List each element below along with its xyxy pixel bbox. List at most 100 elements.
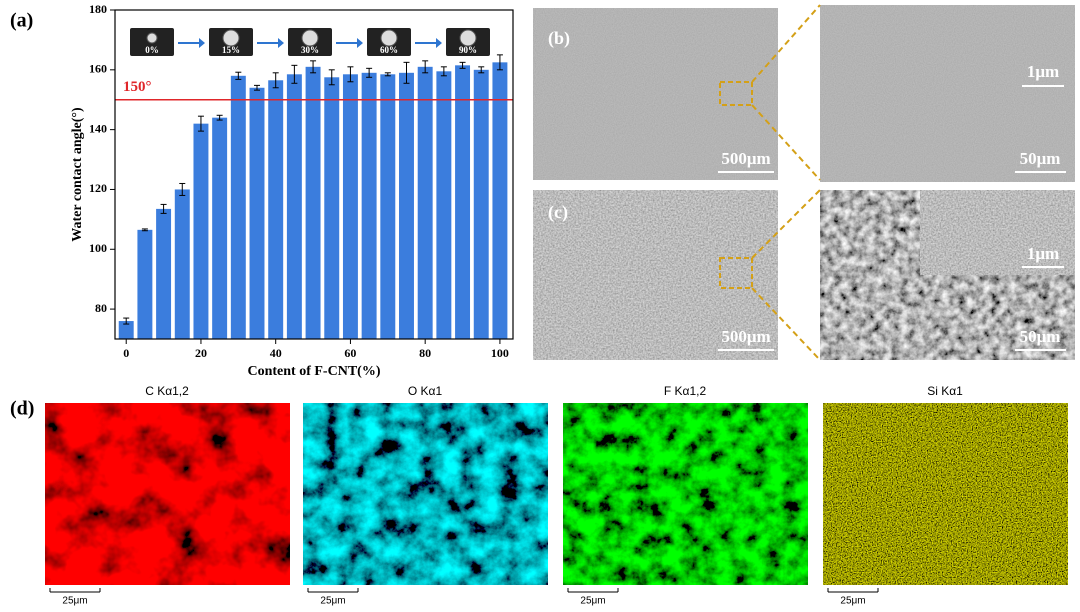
error-bar bbox=[310, 60, 317, 74]
droplet bbox=[380, 29, 398, 47]
y-tick-label: 80 bbox=[95, 301, 107, 315]
droplet-label: 15% bbox=[222, 45, 240, 55]
y-tick-label: 120 bbox=[89, 181, 107, 195]
scale-label: 1μm bbox=[1027, 244, 1059, 263]
droplet-label: 90% bbox=[459, 45, 477, 55]
bar bbox=[268, 80, 284, 339]
panel-label: (d) bbox=[10, 398, 34, 420]
bar bbox=[399, 72, 414, 340]
map-title: Si Kα1 bbox=[927, 384, 963, 398]
bar bbox=[342, 74, 358, 340]
error-bar bbox=[141, 228, 148, 232]
error-bar bbox=[272, 72, 279, 89]
error-bar bbox=[347, 66, 354, 83]
error-bar bbox=[216, 114, 223, 121]
scale-label: 25μm bbox=[580, 596, 605, 607]
error-bar bbox=[197, 115, 204, 132]
zoom-line bbox=[751, 189, 821, 259]
eds-map bbox=[823, 403, 1068, 585]
error-bar bbox=[422, 60, 429, 74]
error-bar bbox=[123, 317, 130, 325]
error-bar bbox=[459, 61, 466, 69]
droplet bbox=[146, 32, 158, 44]
arrow bbox=[336, 38, 363, 48]
droplet-label: 60% bbox=[380, 45, 398, 55]
error-bar bbox=[496, 54, 503, 71]
zoom-line bbox=[751, 287, 821, 361]
scale-label: 25μm bbox=[320, 596, 345, 607]
bar bbox=[436, 71, 452, 340]
error-bar bbox=[254, 84, 261, 91]
arrow bbox=[415, 38, 442, 48]
droplet-label: 30% bbox=[301, 45, 319, 55]
droplet bbox=[301, 29, 319, 47]
zoom-line bbox=[751, 4, 821, 83]
sem-image bbox=[533, 8, 778, 180]
y-tick-label: 180 bbox=[89, 2, 107, 16]
bar bbox=[193, 123, 209, 340]
bar bbox=[156, 208, 172, 339]
bar bbox=[118, 321, 134, 339]
error-bar bbox=[160, 203, 167, 214]
bar bbox=[361, 72, 377, 340]
scale-label: 1μm bbox=[1027, 62, 1059, 81]
scale-label: 50μm bbox=[1020, 327, 1061, 346]
map-title: C Kα1,2 bbox=[145, 384, 189, 398]
scale-label: 500μm bbox=[721, 327, 770, 346]
arrow bbox=[178, 38, 205, 48]
error-bar bbox=[179, 182, 186, 196]
eds-map bbox=[303, 403, 548, 585]
map-title: F Kα1,2 bbox=[664, 384, 707, 398]
bar bbox=[305, 66, 321, 339]
bar bbox=[212, 117, 228, 339]
error-bar bbox=[403, 61, 410, 84]
scale-label: 500μm bbox=[721, 149, 770, 168]
y-tick-label: 100 bbox=[89, 241, 107, 255]
panel-label: (a) bbox=[10, 10, 33, 32]
zoom-box bbox=[719, 81, 753, 106]
bar bbox=[174, 189, 190, 339]
sem-image bbox=[533, 190, 778, 360]
x-tick-label: 0 bbox=[123, 346, 129, 360]
error-bar bbox=[478, 66, 485, 74]
error-bar bbox=[328, 69, 335, 86]
panel-label: (c) bbox=[548, 202, 568, 223]
x-tick-label: 20 bbox=[195, 346, 207, 360]
bar bbox=[417, 66, 433, 339]
bar bbox=[473, 69, 489, 340]
bar bbox=[137, 229, 153, 339]
bar bbox=[492, 62, 508, 339]
error-bar bbox=[366, 67, 373, 78]
zoom-line bbox=[751, 104, 821, 181]
bar bbox=[230, 75, 246, 340]
sem-inset bbox=[919, 4, 1076, 98]
bar bbox=[455, 65, 471, 339]
error-bar bbox=[291, 64, 298, 84]
droplet bbox=[222, 29, 240, 47]
error-bar bbox=[384, 72, 391, 77]
panel-label: (b) bbox=[548, 28, 570, 49]
x-tick-label: 40 bbox=[270, 346, 282, 360]
scale-label: 25μm bbox=[62, 596, 87, 607]
error-bar bbox=[235, 71, 242, 80]
threshold-label: 150° bbox=[123, 79, 152, 95]
zoom-box bbox=[719, 257, 753, 289]
y-tick-label: 160 bbox=[89, 62, 107, 76]
plot-frame bbox=[114, 9, 514, 340]
droplet-label: 0% bbox=[145, 45, 159, 55]
bar bbox=[380, 74, 396, 340]
error-bar bbox=[440, 66, 447, 77]
sem-inset bbox=[919, 189, 1076, 276]
eds-map bbox=[45, 403, 290, 585]
x-tick-label: 60 bbox=[344, 346, 356, 360]
bar bbox=[286, 74, 302, 340]
map-title: O Kα1 bbox=[408, 384, 443, 398]
droplet bbox=[459, 29, 477, 47]
x-axis-label: Content of F-CNT(%) bbox=[248, 364, 381, 379]
bar bbox=[249, 87, 265, 339]
scale-label: 50μm bbox=[1020, 149, 1061, 168]
arrow bbox=[257, 38, 284, 48]
y-tick-label: 140 bbox=[89, 121, 107, 135]
eds-map bbox=[563, 403, 808, 585]
